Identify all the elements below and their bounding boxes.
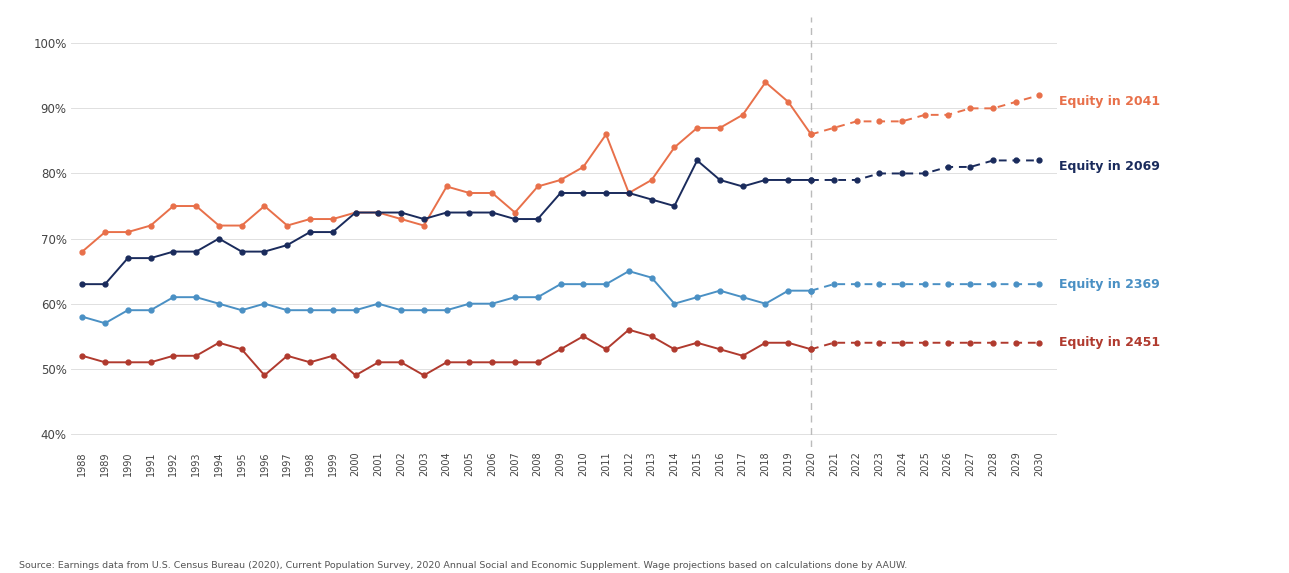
Text: Source: Earnings data from U.S. Census Bureau (2020), Current Population Survey,: Source: Earnings data from U.S. Census B…: [19, 561, 907, 570]
Text: Equity in 2451: Equity in 2451: [1060, 336, 1160, 350]
Text: Equity in 2069: Equity in 2069: [1060, 160, 1160, 174]
Text: Equity in 2369: Equity in 2369: [1060, 278, 1160, 291]
Text: Equity in 2041: Equity in 2041: [1060, 95, 1160, 108]
